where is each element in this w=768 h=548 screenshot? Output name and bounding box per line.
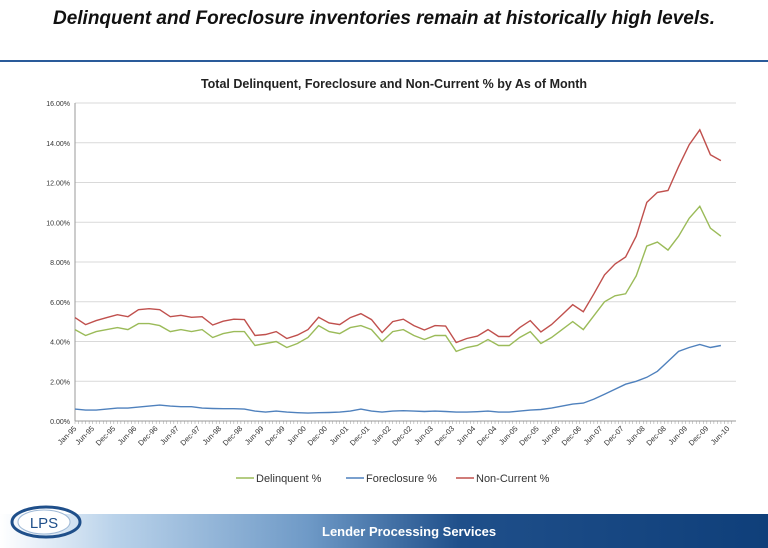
x-tick-label: Jan-95	[56, 424, 79, 447]
y-tick-label: 2.00%	[50, 379, 70, 386]
x-tick-label: Dec-01	[348, 424, 371, 447]
x-tick-label: Jun-06	[539, 424, 562, 447]
y-tick-label: 14.00%	[46, 141, 70, 148]
x-tick-label: Jun-10	[709, 424, 732, 447]
x-tick-label: Jun-08	[624, 424, 647, 447]
y-tick-label: 10.00%	[46, 220, 70, 227]
y-tick-label: 6.00%	[50, 300, 70, 307]
x-tick-label: Jun-99	[243, 424, 266, 447]
x-tick-label: Jun-09	[666, 424, 689, 447]
x-tick-label: Dec-96	[136, 424, 159, 447]
x-tick-label: Jun-98	[201, 424, 224, 447]
x-tick-label: Dec-05	[517, 424, 540, 447]
x-tick-label: Jun-07	[582, 424, 605, 447]
x-tick-label: Dec-02	[390, 424, 413, 447]
x-tick-label: Dec-00	[306, 424, 329, 447]
x-tick-label: Jun-00	[285, 424, 308, 447]
x-tick-label: Jun-95	[73, 424, 96, 447]
x-tick-label: Dec-07	[602, 424, 625, 447]
header-rule	[0, 60, 768, 62]
x-tick-label: Dec-97	[178, 424, 201, 447]
line-chart: Total Delinquent, Foreclosure and Non-Cu…	[46, 77, 736, 485]
x-tick-label: Dec-04	[475, 424, 498, 447]
y-tick-label: 12.00%	[46, 181, 70, 188]
chart-title: Total Delinquent, Foreclosure and Non-Cu…	[201, 77, 587, 91]
x-tick-label: Dec-95	[94, 424, 117, 447]
x-tick-label: Jun-96	[116, 424, 139, 447]
headline: Delinquent and Foreclosure inventories r…	[52, 8, 715, 29]
x-tick-label: Dec-03	[433, 424, 456, 447]
x-tick-label: Jun-04	[455, 424, 478, 447]
y-tick-label: 0.00%	[50, 419, 70, 426]
x-tick-label: Jun-97	[158, 424, 181, 447]
x-tick-label: Dec-98	[221, 424, 244, 447]
x-tick-label: Dec-99	[263, 424, 286, 447]
y-tick-label: 16.00%	[46, 101, 70, 108]
legend-label: Foreclosure %	[366, 473, 437, 485]
x-tick-label: Jun-05	[497, 424, 520, 447]
legend-label: Delinquent %	[256, 473, 322, 485]
series-line-delinquent-	[74, 205, 722, 353]
x-tick-label: Dec-06	[560, 424, 583, 447]
x-tick-label: Jun-01	[328, 424, 351, 447]
series-line-non-current-	[74, 128, 722, 344]
footer-band	[0, 514, 768, 548]
x-tick-label: Jun-02	[370, 424, 393, 447]
y-tick-label: 8.00%	[50, 260, 70, 267]
lps-logo: LPS	[10, 505, 82, 539]
svg-text:LPS: LPS	[30, 515, 58, 532]
series-line-foreclosure-	[74, 343, 722, 414]
y-tick-label: 4.00%	[50, 340, 70, 347]
x-tick-label: Jun-03	[412, 424, 435, 447]
legend-label: Non-Current %	[476, 473, 550, 485]
x-tick-label: Dec-08	[644, 424, 667, 447]
x-tick-label: Dec-09	[687, 424, 710, 447]
footer-company-name: Lender Processing Services	[322, 524, 497, 539]
